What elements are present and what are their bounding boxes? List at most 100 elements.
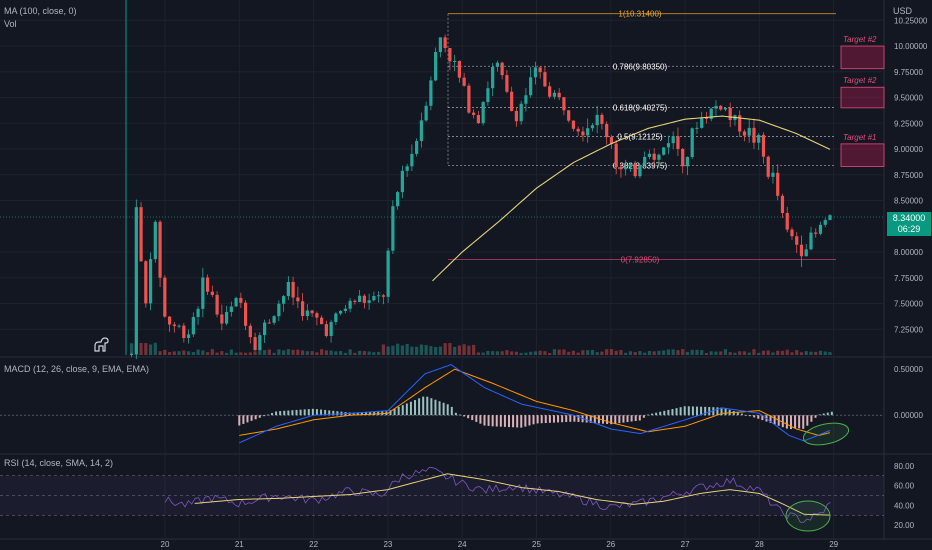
macd-histogram-bar — [483, 415, 486, 426]
volume-bar — [814, 351, 818, 355]
volume-bar — [201, 350, 205, 355]
x-tick-label: 29 — [829, 540, 838, 549]
candle-body — [505, 75, 509, 92]
volume-bar — [372, 352, 376, 355]
rsi-legend[interactable]: RSI (14, close, SMA, 14, 2) — [4, 458, 114, 468]
candle-body — [443, 37, 447, 48]
macd-histogram-bar — [414, 400, 417, 416]
volume-bar — [267, 349, 271, 355]
candle-body — [163, 277, 167, 317]
macd-histogram-bar — [495, 415, 498, 427]
candle-body — [614, 143, 618, 167]
volume-bar — [529, 351, 533, 355]
volume-bar — [453, 346, 457, 355]
candle-body — [158, 221, 162, 278]
macd-highlight-ellipse — [802, 422, 850, 446]
volume-bar — [282, 350, 286, 355]
volume-bar — [643, 352, 647, 355]
candle-body — [391, 206, 395, 251]
macd-histogram-bar — [405, 403, 408, 416]
macd-histogram-bar — [552, 415, 555, 423]
macd-histogram-bar — [471, 415, 474, 421]
volume-bar — [491, 351, 495, 355]
x-tick-label: 25 — [532, 540, 541, 549]
candle-body — [358, 295, 362, 302]
target-label: Target #1 — [843, 133, 877, 142]
candle-body — [448, 47, 452, 62]
tradingview-logo-icon[interactable] — [93, 335, 111, 353]
macd-histogram-bar — [606, 415, 609, 424]
candle-body — [681, 148, 685, 167]
volume-bar — [619, 349, 623, 355]
candle-body — [400, 170, 404, 193]
macd-legend[interactable]: MACD (12, 26, close, 9, EMA, EMA) — [4, 364, 150, 374]
volume-bar — [358, 350, 362, 355]
volume-legend[interactable]: Vol — [4, 19, 17, 29]
macd-histogram-bar — [622, 415, 625, 423]
candle-body — [709, 108, 713, 119]
macd-histogram-bar — [716, 407, 719, 416]
macd-histogram-bar — [422, 396, 425, 416]
volume-bar — [182, 350, 186, 355]
macd-histogram-bar — [687, 406, 690, 416]
macd-histogram-bar — [806, 415, 809, 426]
macd-histogram-bar — [491, 415, 494, 427]
macd-histogram-bar — [287, 410, 290, 416]
macd-histogram-bar — [655, 412, 658, 416]
volume-bar — [348, 349, 352, 355]
macd-histogram-bar — [279, 411, 282, 416]
macd-histogram-bar — [585, 415, 588, 423]
volume-bar — [167, 352, 172, 355]
candle-body — [457, 60, 461, 78]
macd-histogram-bar — [467, 415, 470, 419]
candle-body — [600, 114, 604, 124]
volume-bar — [576, 352, 580, 355]
volume-bar — [666, 349, 671, 355]
macd-histogram-bar — [397, 406, 400, 416]
candle-body — [790, 229, 794, 237]
macd-histogram-bar — [418, 398, 421, 416]
macd-histogram-bar — [683, 406, 686, 416]
volume-bar — [305, 351, 309, 355]
macd-histogram-bar — [659, 411, 662, 416]
candle-body — [491, 66, 495, 89]
candle-body — [481, 101, 485, 124]
volume-bar — [220, 351, 224, 355]
volume-bar — [315, 352, 319, 355]
y-tick-label: 8.50000 — [894, 197, 923, 206]
volume-bar — [410, 346, 414, 355]
volume-bar — [557, 349, 561, 355]
volume-bar — [719, 351, 723, 355]
volume-bar — [177, 351, 181, 355]
candle-body — [676, 136, 680, 149]
volume-bar — [543, 351, 547, 355]
y-tick-label: 9.25000 — [894, 119, 923, 128]
macd-histogram-bar — [446, 404, 449, 416]
target-zone — [840, 143, 885, 167]
macd-histogram-bar — [724, 408, 727, 416]
macd-histogram-bar — [593, 415, 596, 424]
candle-body — [533, 67, 538, 78]
volume-bar — [790, 352, 794, 355]
macd-histogram-bar — [626, 415, 629, 423]
volume-bar — [386, 346, 390, 355]
macd-histogram-bar — [761, 415, 764, 421]
macd-histogram-bar — [577, 415, 580, 422]
macd-histogram-bar — [275, 411, 278, 416]
macd-histogram-bar — [630, 415, 633, 422]
macd-histogram-bar — [262, 415, 265, 417]
candle-body — [643, 156, 647, 166]
ma-legend[interactable]: MA (100, close, 0) — [4, 6, 77, 16]
volume-bar — [704, 352, 709, 355]
candle-body — [343, 308, 347, 311]
candle-body — [619, 166, 623, 170]
volume-bar — [153, 342, 157, 355]
volume-bar — [738, 351, 742, 355]
volume-bar — [438, 346, 442, 355]
macd-histogram-bar — [520, 415, 523, 428]
current-price-badge: 8.34000 06:29 — [887, 212, 931, 236]
macd-histogram-bar — [589, 415, 592, 423]
macd-histogram-bar — [794, 415, 797, 429]
macd-histogram-bar — [409, 401, 412, 416]
